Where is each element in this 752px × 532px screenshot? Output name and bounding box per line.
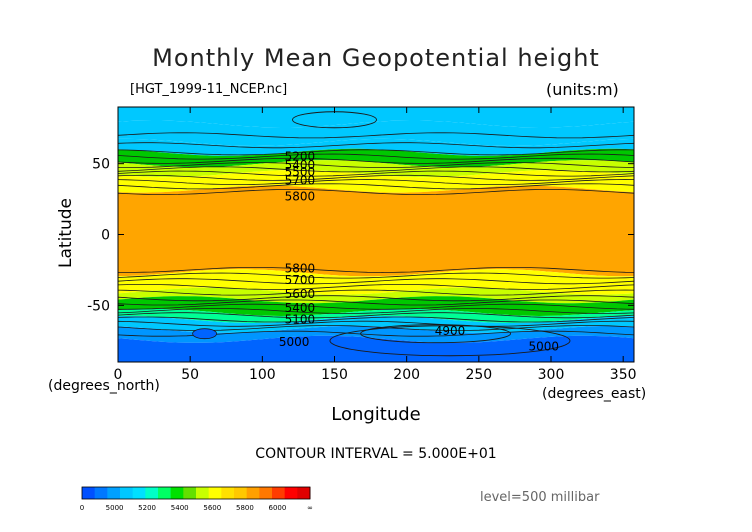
colorbar-swatch [221, 487, 235, 499]
colorbar-swatch [132, 487, 146, 499]
contour-label: 5400 [285, 301, 316, 315]
contour-label: 5700 [285, 174, 316, 188]
colorbar-swatch [272, 487, 286, 499]
band-5600-5800 [118, 170, 634, 193]
contour-line [118, 162, 635, 168]
contour-line [117, 308, 635, 314]
colorbar-swatch [246, 487, 260, 499]
y-tick-label: 50 [92, 157, 110, 173]
colorbar-swatch [107, 487, 121, 499]
contour-line [117, 320, 635, 327]
contour-line [117, 179, 635, 185]
contour-line [117, 174, 635, 181]
band-5200-5400 [118, 138, 634, 156]
colorbar-label: 5200 [138, 504, 156, 512]
colorbar-label: 0 [80, 504, 84, 512]
colorbar-swatch [145, 487, 159, 499]
contour-label: 5100 [285, 313, 316, 327]
contour-line [117, 299, 635, 306]
colorbar-label: 6000 [268, 504, 286, 512]
contour-line [117, 278, 635, 285]
contour-label: 5000 [279, 335, 310, 349]
contour-interval-label: CONTOUR INTERVAL = 5.000E+01 [255, 446, 497, 462]
units-label: (units:m) [546, 80, 619, 99]
x-tick-label: 100 [249, 367, 276, 383]
contour-label: 4900 [435, 324, 466, 338]
contour-line [117, 142, 635, 149]
colorbar-swatch [158, 487, 172, 499]
contour-line [117, 284, 635, 290]
colorbar-label: 5400 [171, 504, 189, 512]
source-file-label: [HGT_1999-11_NCEP.nc] [130, 82, 288, 97]
contour-label: 5200 [285, 150, 316, 164]
contour-label: 5000 [529, 339, 560, 353]
colorbar-swatch [259, 487, 273, 499]
contour-line [117, 132, 635, 139]
y-tick-label: -50 [87, 298, 110, 314]
band-5200-5400 [118, 107, 634, 128]
contour-label: 5500 [285, 165, 316, 179]
band-5600-5800 [118, 160, 634, 178]
colorbar-swatch [284, 487, 298, 499]
x-tick-label: 300 [538, 367, 565, 383]
contour-line [117, 289, 635, 296]
contour-line [117, 153, 635, 160]
contour-label: 5800 [285, 189, 316, 203]
x-axis-title: Longitude [331, 404, 421, 425]
colorbar-label: 5000 [106, 504, 124, 512]
colorbar-swatch [208, 487, 222, 499]
contour-line [117, 272, 635, 279]
contour-line [117, 149, 635, 156]
band-5600-5800 [118, 269, 634, 295]
y-tick-label: 0 [101, 228, 110, 244]
y-axis-units: (degrees_north) [48, 378, 160, 394]
band-5200-5400 [118, 120, 634, 146]
x-tick-label: 200 [393, 367, 420, 383]
contour-line [117, 157, 635, 164]
contour-label: 5400 [285, 158, 316, 172]
contour-line [117, 170, 635, 177]
colorbar-swatch [120, 487, 134, 499]
colorbar-swatch [234, 487, 248, 499]
x-tick-label: 250 [465, 367, 492, 383]
antarctic-outer-contour [329, 325, 571, 357]
contour-line [118, 303, 635, 310]
chart-title: Monthly Mean Geopotential height [152, 44, 600, 72]
contour-line [117, 267, 635, 273]
x-tick-label: 0 [114, 367, 123, 383]
colorbar-swatch [82, 487, 96, 499]
colorbar-swatch [170, 487, 184, 499]
band-5800-6000 [118, 185, 634, 277]
antarctic-low-contour [360, 324, 511, 344]
contour-line [117, 312, 635, 319]
colorbar-label: ∞ [307, 504, 313, 512]
contour-line [117, 295, 635, 302]
contour-line [117, 183, 635, 190]
contour-label: 5700 [285, 273, 316, 287]
x-tick-label: 350 [610, 367, 637, 383]
colorbar-swatch [183, 487, 197, 499]
contour-label: 5600 [285, 287, 316, 301]
colorbar-swatch [297, 487, 311, 499]
colorbar-label: 5800 [236, 504, 254, 512]
x-axis-units: (degrees_east) [542, 386, 647, 402]
x-tick-label: 50 [181, 367, 199, 383]
colorbar-label: 5600 [203, 504, 221, 512]
contour-line [117, 166, 635, 173]
band-0-5000 [118, 335, 634, 362]
contour-line [117, 189, 635, 195]
contour-line [117, 316, 635, 323]
small-low-contour [192, 328, 218, 340]
colorbar-swatch [94, 487, 108, 499]
contour-label: 5800 [285, 262, 316, 276]
band-5400-5600 [118, 308, 634, 323]
colorbar-swatch [196, 487, 210, 499]
x-tick-label: 150 [321, 367, 348, 383]
band-5000-5200 [118, 325, 634, 343]
level-label: level=500 millibar [480, 490, 600, 505]
colorbar-frame [81, 486, 311, 500]
